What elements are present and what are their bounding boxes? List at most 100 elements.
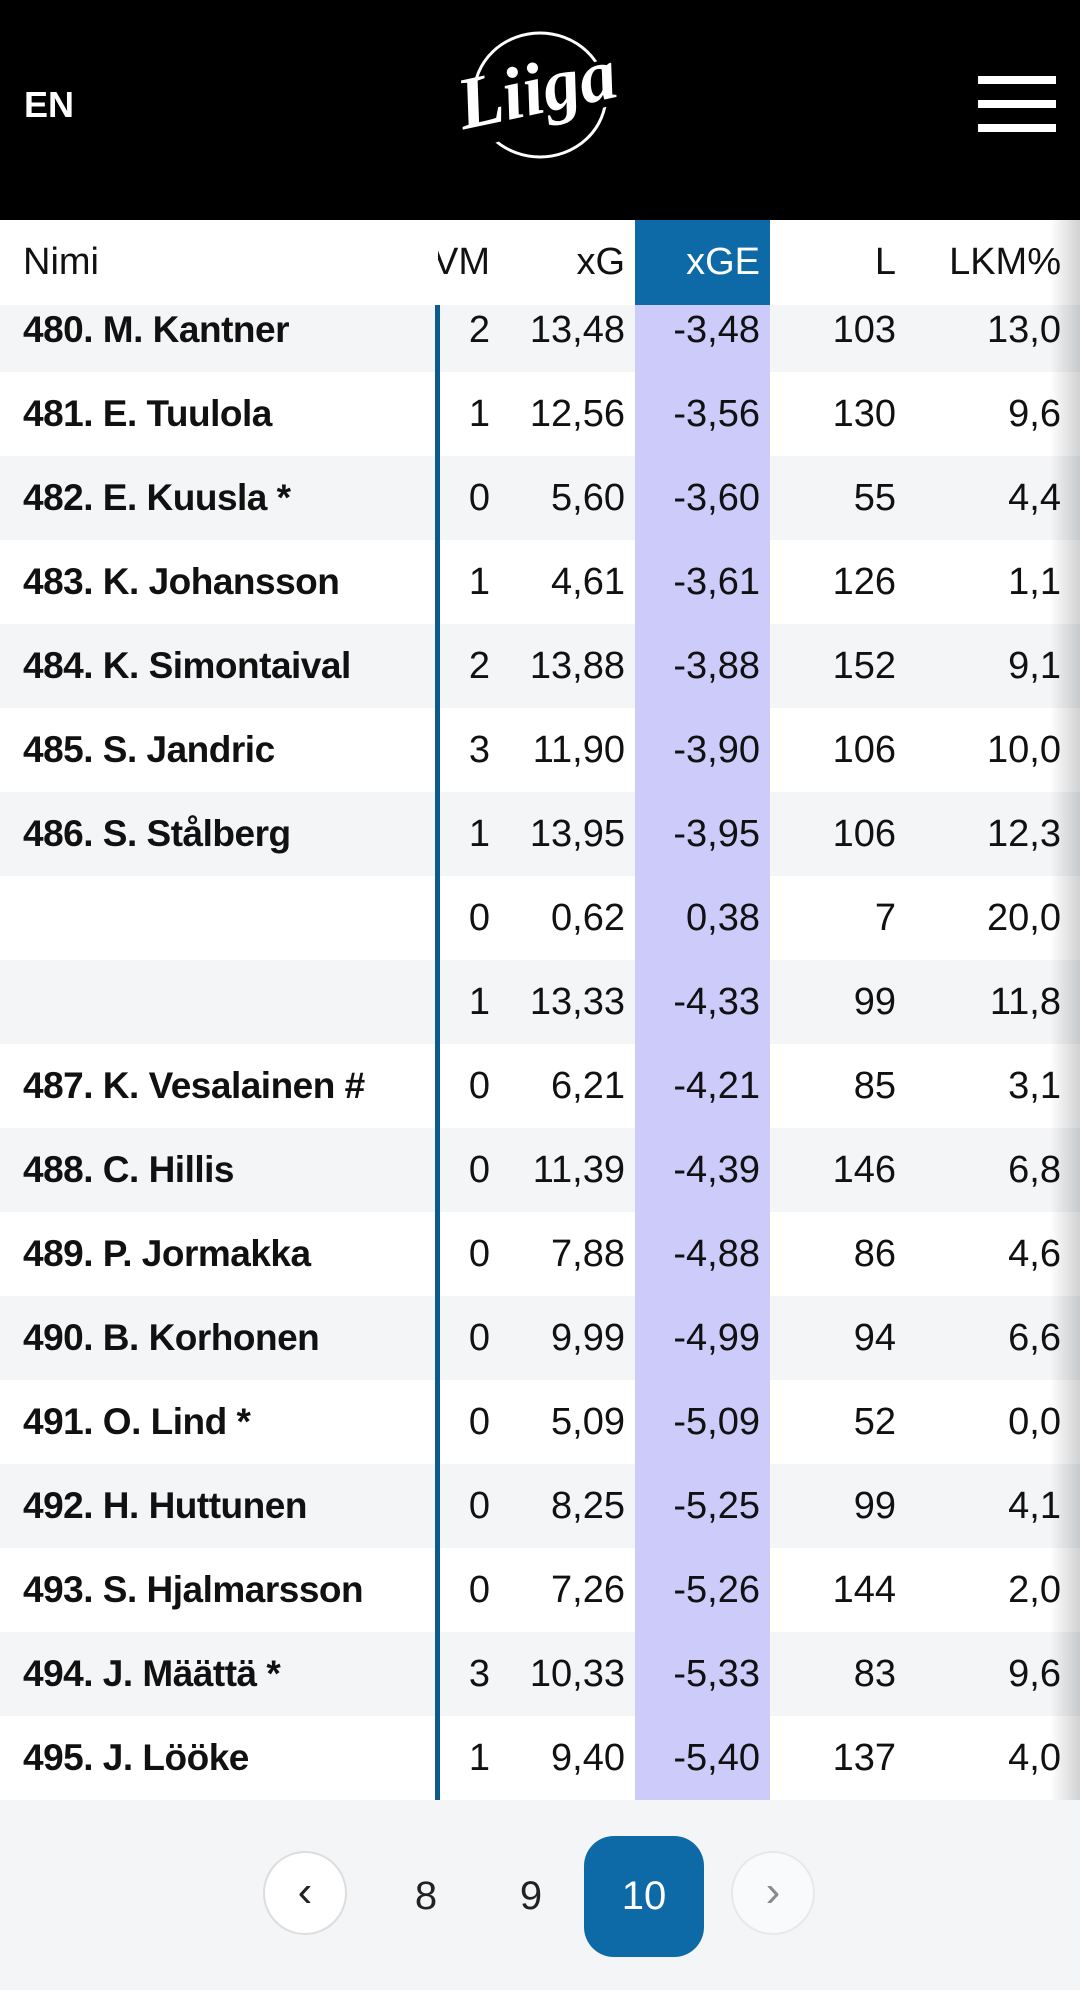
player-name[interactable]: 484. K. Simontaival (23, 645, 351, 686)
row-bg (0, 1044, 635, 1128)
stat-cell: 0 (468, 1485, 490, 1527)
row-bg (770, 960, 1080, 1044)
stat-cell: 94 (853, 1317, 896, 1359)
header-row (0, 220, 1080, 305)
logo-mask (447, 54, 633, 154)
stat-cell: 2 (468, 309, 490, 351)
column-header[interactable]: L (874, 241, 896, 283)
stat-cell: 126 (832, 561, 896, 603)
stat-cell: 20,0 (987, 897, 1061, 939)
stat-cell: 99 (853, 981, 896, 1023)
stat-cell: 6,6 (1008, 1317, 1061, 1359)
logo[interactable]: Liiga (440, 15, 640, 165)
row-bg (0, 305, 635, 372)
stat-cell: 146 (832, 1149, 896, 1191)
stat-cell: -3,90 (673, 729, 760, 771)
scroll-shadow (1050, 220, 1080, 1800)
stat-cell: 1 (468, 813, 490, 855)
page-button[interactable]: 10 (584, 1836, 704, 1957)
stat-cell: 13,88 (529, 645, 625, 687)
column-header[interactable]: xG (576, 241, 625, 283)
row-bg (770, 1380, 1080, 1464)
stat-cell: 3 (468, 1653, 490, 1695)
stat-cell: 1,1 (1008, 561, 1061, 603)
column-header[interactable]: VM (438, 241, 490, 283)
stat-cell: 0 (468, 477, 490, 519)
stat-cell: 4,4 (1008, 477, 1061, 519)
row-bg (770, 1716, 1080, 1800)
stat-cell: 8,25 (551, 1485, 625, 1527)
stat-cell: 9,99 (551, 1317, 625, 1359)
stat-cell: 11,8 (989, 981, 1061, 1023)
prev-page[interactable]: ‹ (263, 1851, 347, 1935)
stat-cell: 13,0 (987, 309, 1061, 351)
player-name[interactable]: 480. M. Kantner (23, 309, 289, 350)
player-name[interactable]: 493. S. Hjalmarsson (23, 1569, 364, 1610)
column-header[interactable]: Nimi (23, 241, 99, 283)
stat-cell: 5,60 (551, 477, 625, 519)
row-bg (0, 1548, 635, 1632)
row-bg (0, 540, 635, 624)
player-name[interactable]: 495. J. Lööke (23, 1737, 249, 1778)
row-bg (770, 1044, 1080, 1128)
stat-cell: 0 (468, 1401, 490, 1443)
row-bg (770, 540, 1080, 624)
row-bg (0, 1464, 635, 1548)
menu-button[interactable] (978, 76, 1056, 132)
player-name[interactable]: 483. K. Johansson (23, 561, 340, 602)
player-name[interactable]: 481. E. Tuulola (23, 393, 272, 434)
language-switch[interactable]: EN (24, 84, 75, 125)
sticky-divider (435, 305, 440, 1800)
stat-cell: 1 (468, 393, 490, 435)
stat-cell: -3,60 (673, 477, 760, 519)
page-button[interactable]: 8 (414, 1874, 438, 1918)
row-bg (0, 708, 635, 792)
stat-cell: 55 (853, 477, 896, 519)
page-button[interactable]: 9 (519, 1874, 543, 1918)
player-name[interactable]: 490. B. Korhonen (23, 1317, 320, 1358)
row-bg (0, 1380, 635, 1464)
player-name[interactable]: 485. S. Jandric (23, 729, 275, 770)
stat-cell: -5,26 (673, 1569, 760, 1611)
stat-cell: 1 (468, 561, 490, 603)
pagination: ‹ › 8 9 10 (0, 1800, 1080, 1990)
stat-cell: -4,39 (673, 1149, 760, 1191)
stat-cell: 85 (853, 1065, 896, 1107)
stat-cell: 0,0 (1008, 1401, 1061, 1443)
row-bg (0, 456, 635, 540)
player-name[interactable]: 486. S. Stålberg (23, 813, 291, 854)
stat-cell: 10,0 (987, 729, 1061, 771)
stat-cell: 103 (832, 309, 896, 351)
row-bg (770, 1632, 1080, 1716)
column-header[interactable]: xGE (686, 241, 760, 283)
column-header[interactable]: LKM% (949, 241, 1061, 283)
stat-cell: -4,88 (673, 1233, 760, 1275)
row-bg (0, 876, 635, 960)
header: EN Liiga (0, 0, 1080, 220)
stat-cell: -3,48 (673, 309, 760, 351)
stat-cell: 5,09 (551, 1401, 625, 1443)
row-bg (770, 792, 1080, 876)
stat-cell: -5,25 (673, 1485, 760, 1527)
player-name[interactable]: 482. E. Kuusla * (23, 477, 291, 518)
row-bg (770, 1464, 1080, 1548)
next-page[interactable]: › (731, 1851, 815, 1935)
stat-cell: 6,8 (1008, 1149, 1061, 1191)
row-bg (770, 624, 1080, 708)
highlight-column (635, 220, 770, 1800)
player-name[interactable]: 491. O. Lind * (23, 1401, 251, 1442)
stat-cell: 4,61 (551, 561, 625, 603)
player-name[interactable]: 492. H. Huttunen (23, 1485, 307, 1526)
stat-cell: -5,40 (673, 1737, 760, 1779)
stat-cell: 152 (832, 645, 896, 687)
player-name[interactable]: 488. C. Hillis (23, 1149, 235, 1190)
header-highlight (635, 220, 770, 305)
player-name[interactable]: 494. J. Määttä * (23, 1653, 281, 1694)
stat-cell: 13,95 (529, 813, 625, 855)
stat-cell: 0 (468, 1569, 490, 1611)
player-name[interactable]: 489. P. Jormakka (23, 1233, 311, 1274)
row-bg (770, 1212, 1080, 1296)
menu-bar (978, 124, 1056, 132)
stats-table: 480. M. Kantner 2 13,48 -3,48 103 13,0 481. E.… (0, 220, 1080, 1800)
player-name[interactable]: 487. K. Vesalainen # (23, 1065, 365, 1106)
